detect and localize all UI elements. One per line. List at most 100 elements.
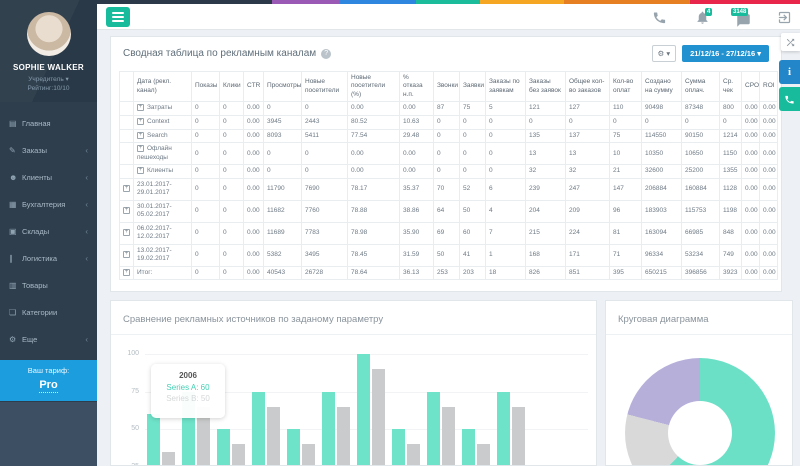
table-cell: 29.48 — [399, 128, 434, 144]
messages-icon[interactable] — [736, 13, 751, 28]
table-cell: 7 — [485, 221, 526, 245]
sidebar-item-clients[interactable]: ☻ Клиенты ‹ — [0, 164, 97, 191]
bar-series-b[interactable] — [372, 369, 385, 465]
bar-series-b[interactable] — [442, 406, 455, 465]
table-cell: 0 — [191, 265, 220, 281]
table-cell: 0.00 — [759, 142, 778, 166]
table-cell: 1 — [485, 243, 526, 267]
bar-series-b[interactable] — [512, 406, 525, 465]
expander-cell: + — [119, 265, 134, 281]
table-cell: 0.00 — [759, 243, 778, 267]
bar-series-a[interactable] — [287, 429, 300, 465]
bar-series-a[interactable] — [497, 391, 510, 465]
column-header: Заявки — [459, 70, 486, 103]
bar-series-b[interactable] — [232, 444, 245, 465]
table-cell: 96334 — [641, 243, 682, 267]
expand-row-icon[interactable]: + — [123, 207, 130, 215]
table-cell: 0 — [219, 101, 244, 116]
bar-series-b[interactable] — [477, 444, 490, 465]
column-header: Показы — [191, 70, 220, 103]
table-cell: 110 — [609, 101, 642, 116]
expand-row-icon[interactable]: + — [137, 117, 144, 125]
tariff-block[interactable]: Ваш тариф: Pro — [0, 360, 97, 401]
table-cell: 0.00 — [243, 243, 264, 267]
bar-series-b[interactable] — [197, 406, 210, 465]
table-row: + Клиенты 0 0 0.00 0 0 0.00 0.00 0 0 0 32 32 21 32600 25… — [119, 164, 778, 180]
chevron-left-icon: ‹ — [85, 173, 88, 182]
sidebar-item-logistics[interactable]: ∥ Логистика ‹ — [0, 245, 97, 272]
bar-series-a[interactable] — [147, 414, 160, 465]
callback-phone-button[interactable] — [779, 87, 800, 111]
logout-icon[interactable] — [777, 10, 792, 25]
date-range-button[interactable]: 21/12/16 - 27/12/16 ▾ — [682, 45, 769, 62]
expand-row-icon[interactable]: + — [123, 228, 130, 236]
expander-cell: + — [119, 199, 134, 223]
table-cell: 1150 — [719, 142, 742, 166]
expand-row-icon[interactable]: + — [137, 104, 144, 112]
expand-row-icon[interactable]: + — [137, 167, 144, 175]
row-label-cell: 13.02.2017-19.02.2017 — [133, 243, 192, 267]
expander-cell — [119, 101, 134, 116]
table-cell: 18 — [485, 265, 526, 281]
bar-series-a[interactable] — [392, 429, 405, 465]
user-role-dropdown[interactable]: Учредитель ▾ — [28, 76, 69, 83]
table-cell: 7760 — [301, 199, 348, 223]
sidebar-item-more[interactable]: ⚙ Еще ‹ — [0, 326, 97, 353]
table-cell: 32600 — [641, 164, 682, 180]
bar-series-a[interactable] — [322, 391, 335, 465]
sidebar-item-warehouse[interactable]: ▣ Склады ‹ — [0, 218, 97, 245]
bar-series-a[interactable] — [462, 429, 475, 465]
sidebar-footer — [0, 402, 97, 466]
table-cell: 0 — [301, 164, 348, 180]
expand-row-icon[interactable]: + — [137, 131, 144, 139]
phone-icon[interactable] — [652, 10, 667, 25]
table-cell: 32 — [565, 164, 610, 180]
table-row: +30.01.2017-05.02.2017 0 0 0.00 11682 7760 78.… — [119, 199, 778, 223]
expand-row-icon[interactable]: + — [123, 268, 130, 276]
expand-row-icon[interactable]: + — [123, 185, 130, 193]
table-cell: 0.00 — [741, 178, 760, 201]
bar-series-b[interactable] — [407, 444, 420, 465]
bar-series-b[interactable] — [337, 406, 350, 465]
compare-shuffle-button[interactable] — [781, 33, 800, 51]
sidebar-item-categories[interactable]: ❏ Категории — [0, 299, 97, 326]
brand-color-strip — [97, 0, 800, 4]
bar-series-b[interactable] — [302, 444, 315, 465]
table-cell: 35.90 — [399, 221, 434, 245]
table-cell: 38.86 — [399, 199, 434, 223]
bar-series-b[interactable] — [267, 406, 280, 465]
bar-series-a[interactable] — [252, 391, 265, 465]
table-cell: 41 — [459, 243, 486, 267]
sidebar-item-accounting[interactable]: ▦ Бухгалтерия ‹ — [0, 191, 97, 218]
y-axis-tick-label: 75 — [131, 387, 139, 395]
bar-series-a[interactable] — [427, 391, 440, 465]
sidebar-item-orders[interactable]: ✎ Заказы ‹ — [0, 137, 97, 164]
column-header: Просмотры — [263, 70, 302, 103]
table-cell: 78.88 — [347, 199, 400, 223]
table-cell: 203 — [459, 265, 486, 281]
table-cell: 0.00 — [243, 178, 264, 201]
menu-toggle-button[interactable] — [106, 7, 130, 27]
expand-row-icon[interactable]: + — [137, 145, 144, 153]
bar-series-b[interactable] — [162, 451, 175, 465]
help-icon[interactable]: ? — [321, 48, 332, 59]
column-header: Сумма оплач. — [681, 70, 720, 103]
sidebar-item-goods[interactable]: ▥ Товары — [0, 272, 97, 299]
sidebar-item-label: Категории — [22, 308, 58, 317]
strip-segment — [97, 0, 272, 4]
user-rating: Рейтинг:10/10 — [27, 85, 70, 92]
table-cell: 0.00 — [741, 221, 760, 245]
table-cell: 8093 — [263, 128, 302, 144]
expand-row-icon[interactable]: + — [123, 250, 130, 258]
sidebar-item-chart[interactable]: ▤ Главная — [0, 110, 97, 137]
tariff-label: Ваш тариф: — [27, 366, 70, 375]
sidebar: SOPHIE WALKER Учредитель ▾ Рейтинг:10/10… — [0, 0, 97, 466]
table-row: + Итог: 0 0 0.00 40543 26728 78.64 36.13 253 203 18… — [119, 265, 778, 281]
info-button[interactable]: i — [779, 60, 800, 84]
bar-series-a[interactable] — [217, 429, 230, 465]
table-settings-gear-button[interactable]: ⚙ ▾ — [651, 45, 677, 62]
expander-cell — [119, 142, 134, 166]
table-cell: 0 — [301, 101, 348, 116]
table-cell: 0.00 — [741, 164, 760, 180]
bar-series-a[interactable] — [357, 354, 370, 465]
